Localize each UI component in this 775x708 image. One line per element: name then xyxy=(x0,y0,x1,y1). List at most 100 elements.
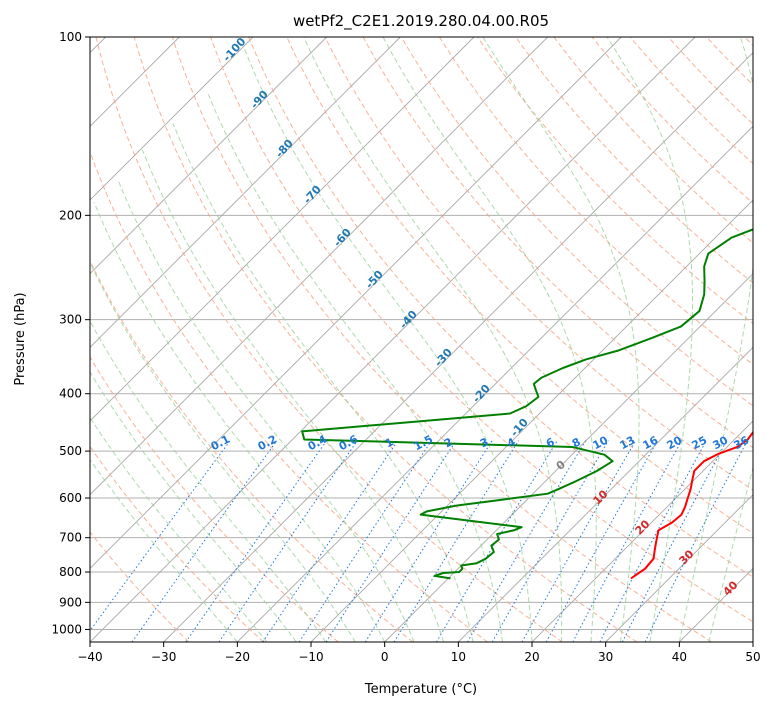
isotherm-line xyxy=(458,346,753,642)
moist-adiabat-line xyxy=(382,37,597,642)
isotherm-line xyxy=(752,641,753,642)
mixing-ratio-label: 10 xyxy=(591,433,611,452)
dewpoint-line xyxy=(301,228,753,580)
x-tick-label: 10 xyxy=(451,650,466,664)
moist-adiabat-line xyxy=(90,320,327,642)
mixing-ratio-line xyxy=(218,440,358,642)
x-axis-ticks: −40 −30 −20 −10 0 10 20 30 40 50 xyxy=(77,642,761,664)
mixing-ratio-line xyxy=(393,440,520,642)
moist-adiabat-line xyxy=(117,180,415,642)
dry-adiabat-line xyxy=(90,259,414,642)
moist-adiabat-line xyxy=(207,94,504,642)
mixing-ratio-label: 16 xyxy=(641,433,661,452)
moist-adiabat-line xyxy=(90,458,238,642)
isotherm-line xyxy=(605,494,753,642)
x-axis-label: Temperature (°C) xyxy=(364,682,477,697)
moist-adiabat-line xyxy=(90,416,268,642)
y-axis-label: Pressure (hPa) xyxy=(13,292,28,385)
isotherm-line xyxy=(163,52,753,642)
y-tick-label: 400 xyxy=(59,387,82,401)
y-tick-label: 600 xyxy=(59,491,82,505)
mixing-ratio-line xyxy=(131,440,278,642)
mixing-ratio-line xyxy=(467,440,587,642)
dry-adiabat-line xyxy=(90,150,488,642)
moist-adiabat-line xyxy=(303,37,563,642)
x-tick-label: −40 xyxy=(77,650,102,664)
dry-adiabat-line xyxy=(362,37,753,449)
isotherm-line xyxy=(90,37,475,422)
background-lines xyxy=(90,37,753,642)
mixing-ratio-line xyxy=(298,440,432,642)
isotherm-line xyxy=(90,37,327,275)
dry-adiabat-line xyxy=(553,37,753,244)
x-tick-label: −30 xyxy=(151,650,176,664)
x-tick-label: 40 xyxy=(672,650,687,664)
isotherm-line xyxy=(90,37,401,348)
mixing-ratio-line xyxy=(521,440,637,642)
moist-adiabat-line xyxy=(141,149,445,642)
mixing-ratio-line xyxy=(435,440,558,642)
mixing-ratio-label: 36 xyxy=(732,433,752,452)
dry-adiabat-line xyxy=(324,37,753,491)
dry-adiabat-line xyxy=(210,37,753,623)
mixing-ratio-label: 13 xyxy=(618,434,638,453)
isotherm-line xyxy=(384,273,753,642)
moist-adiabat-line xyxy=(708,465,753,642)
moist-adiabat-line xyxy=(90,261,356,642)
mixing-ratio-line xyxy=(572,440,683,642)
dry-adiabat-line xyxy=(90,356,339,642)
y-tick-label: 800 xyxy=(59,565,82,579)
isotherm-line xyxy=(90,37,622,569)
moist-adiabat-line xyxy=(678,37,753,642)
dry-adiabat-line xyxy=(248,37,753,578)
sounding-series xyxy=(301,228,753,580)
mixing-ratio-line xyxy=(325,440,457,642)
moist-adiabat-line xyxy=(606,37,694,642)
mixing-ratio-label: 30 xyxy=(711,433,731,452)
isotherm-line xyxy=(531,420,753,642)
isotherm-line xyxy=(90,37,254,201)
dry-adiabat-line xyxy=(591,37,753,204)
moist-adiabat-line xyxy=(90,371,297,642)
y-tick-label: 100 xyxy=(59,30,82,44)
chart-title: wetPf2_C2E1.2019.280.04.00.R05 xyxy=(293,12,549,31)
y-tick-label: 900 xyxy=(59,595,82,609)
mixing-ratio-line xyxy=(185,440,328,642)
mixing-ratio-label: 20 xyxy=(665,433,685,452)
plot-background xyxy=(90,37,753,642)
mixing-ratio-line xyxy=(364,440,493,642)
moist-adiabat-line xyxy=(172,123,474,642)
isotherm-line xyxy=(90,37,696,642)
x-tick-label: 20 xyxy=(524,650,539,664)
dry-adiabat-line xyxy=(171,37,712,642)
dry-adiabat-line xyxy=(477,37,753,325)
mixing-ratio-line xyxy=(90,440,231,632)
mixing-ratio-line xyxy=(644,440,748,642)
isotherm-line xyxy=(237,125,753,642)
mixing-ratio-line xyxy=(262,440,399,642)
x-tick-label: 30 xyxy=(598,650,613,664)
isotherm-line xyxy=(90,37,548,496)
plot-frame xyxy=(89,36,754,643)
dry-adiabat-line xyxy=(286,37,753,534)
moist-adiabat-line xyxy=(244,49,533,642)
x-tick-label: 0 xyxy=(381,650,389,664)
dry-adiabat-line xyxy=(400,37,753,407)
mixing-ratio-line xyxy=(545,440,659,642)
y-tick-label: 500 xyxy=(59,444,82,458)
dry-adiabat-line xyxy=(90,531,190,642)
moist-adiabat-line xyxy=(93,201,386,642)
y-tick-label: 300 xyxy=(59,313,82,327)
x-tick-label: −20 xyxy=(225,650,250,664)
moist-adiabat-line xyxy=(482,37,640,642)
y-axis-ticks: 100 200 300 400 500 600 700 800 900 1000 xyxy=(51,30,90,636)
dry-adiabat-line xyxy=(95,37,563,642)
y-tick-label: 200 xyxy=(59,208,82,222)
dry-adiabat-line xyxy=(439,37,753,366)
temperature-line xyxy=(630,430,753,580)
x-tick-label: 50 xyxy=(745,650,760,664)
x-tick-label: −10 xyxy=(298,650,323,664)
y-tick-label: 700 xyxy=(59,531,82,545)
y-tick-label: 1000 xyxy=(51,622,82,636)
